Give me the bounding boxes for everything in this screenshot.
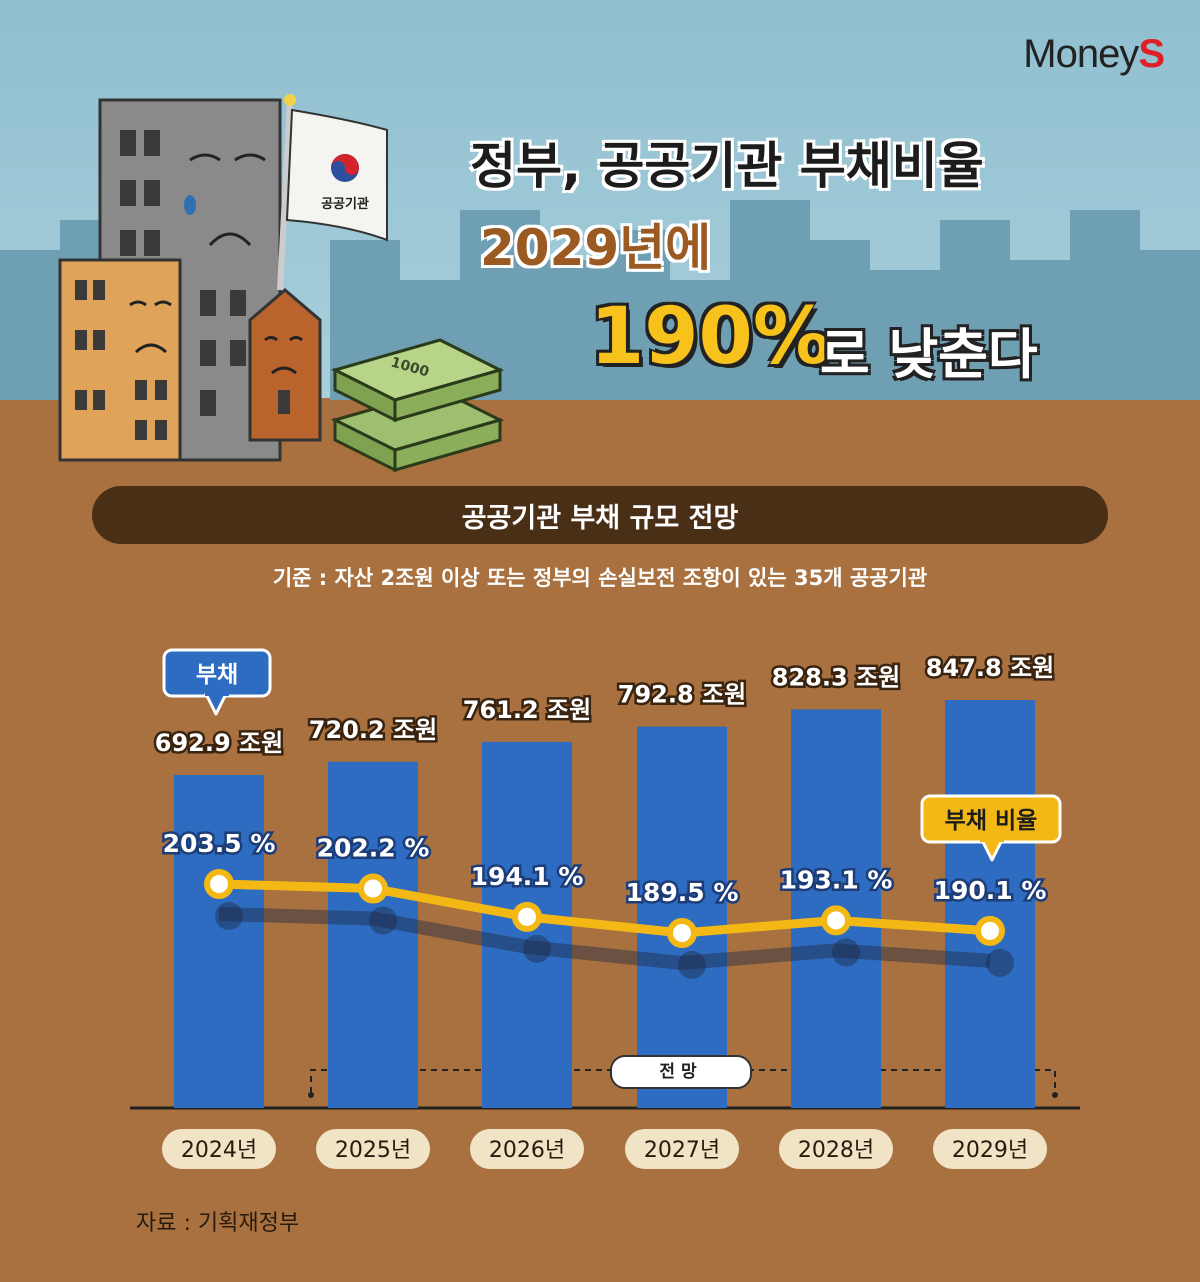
debt-bar <box>637 726 727 1108</box>
legend-ratio-label: 부채 비율 <box>945 808 1038 834</box>
debt-value-label: 847.8 조원 <box>926 654 1054 682</box>
ratio-point-shadow <box>832 938 860 967</box>
flag-label: 공공기관 <box>321 196 369 212</box>
ratio-value-label: 190.1 % <box>934 876 1047 905</box>
ratio-value-label: 193.1 % <box>780 865 893 894</box>
ratio-point-shadow <box>523 934 551 963</box>
source-note: 자료 : 기획재정부 <box>136 1211 300 1236</box>
ratio-value-label: 194.1 % <box>471 862 584 891</box>
year-label: 2028년 <box>798 1138 874 1163</box>
ratio-point <box>204 869 234 899</box>
year-pill <box>470 1129 584 1169</box>
year-label: 2026년 <box>489 1138 565 1163</box>
year-label: 2029년 <box>952 1138 1028 1163</box>
buildings-and-money-illustration: 공공기관 1000 <box>58 94 505 473</box>
headline-line-2: 2029년에 <box>480 219 712 277</box>
ratio-point <box>512 901 542 932</box>
year-pill <box>933 1129 1047 1169</box>
ratio-value-label: 203.5 % <box>163 829 276 858</box>
year-pill <box>162 1129 276 1169</box>
ratio-point-shadow <box>678 951 706 979</box>
section-title-bar: 공공기관 부채 규모 전망 <box>92 486 1108 544</box>
ratio-value-label: 202.2 % <box>317 834 430 863</box>
brand-logo: MoneyS <box>1023 32 1165 76</box>
debt-bar <box>945 700 1035 1108</box>
legend-ratio-pointer-cover <box>980 836 1004 842</box>
legend-debt-pointer <box>204 692 228 716</box>
headline-line-3: 로 낮춘다 <box>820 323 1038 386</box>
debt-value-label: 761.2 조원 <box>463 696 591 724</box>
ratio-point-shadow <box>215 902 243 930</box>
ratio-point <box>358 873 388 904</box>
ratio-value-label: 189.5 % <box>626 878 739 907</box>
year-label: 2027년 <box>644 1138 720 1163</box>
year-label: 2025년 <box>335 1138 411 1163</box>
ratio-point <box>821 905 851 936</box>
debt-value-label: 720.2 조원 <box>309 716 437 744</box>
debt-value-label: 792.8 조원 <box>618 681 746 709</box>
ratio-point <box>975 915 1005 946</box>
forecast-bracket-end <box>1052 1092 1058 1098</box>
ratio-line-shadow <box>218 907 991 970</box>
year-pill <box>779 1129 893 1169</box>
small-building <box>248 288 322 442</box>
year-pill <box>316 1129 430 1169</box>
debt-value-label: 692.9 조원 <box>155 729 283 757</box>
money-stack-icon: 1000 <box>330 338 505 473</box>
headline-line-1: 정부, 공공기관 부채비율 <box>470 137 984 195</box>
debt-bar <box>174 775 264 1108</box>
legend-debt-pointer-cover <box>205 690 229 696</box>
basis-note: 기준 : 자산 2조원 이상 또는 정부의 손실보전 조항이 있는 35개 공공… <box>272 566 928 590</box>
section-title: 공공기관 부채 규모 전망 <box>461 502 739 534</box>
ratio-point-shadow <box>369 906 397 935</box>
debt-bar <box>328 761 418 1108</box>
ratio-point <box>667 918 697 948</box>
year-pill <box>625 1129 739 1169</box>
forecast-label: 전망 <box>610 1055 752 1089</box>
forecast-bracket-end <box>308 1092 314 1098</box>
legend-debt-label: 부채 <box>196 662 238 688</box>
headline-percent: 190% <box>590 292 831 382</box>
ratio-point-shadow <box>986 948 1014 977</box>
debt-value-label: 828.3 조원 <box>772 663 900 691</box>
ratio-line <box>218 879 991 938</box>
year-label: 2024년 <box>181 1138 257 1163</box>
